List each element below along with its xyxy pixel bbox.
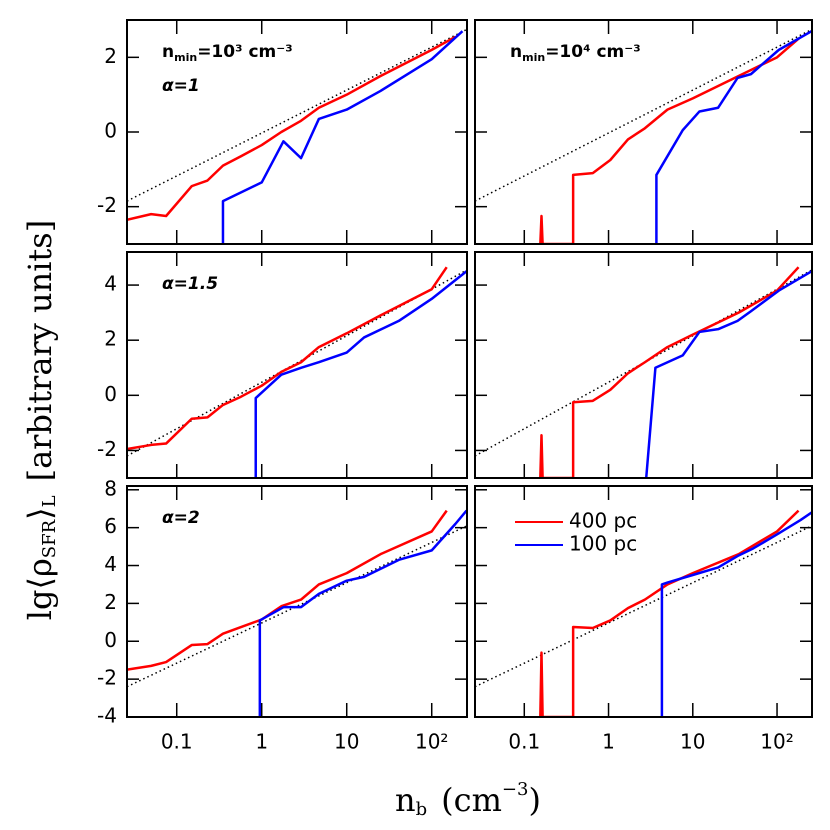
y-label-close: ⟩ (21, 507, 59, 519)
legend-label: 100 pc (569, 532, 637, 556)
x-tick-label: 0.1 (161, 730, 193, 754)
plot-area (127, 28, 467, 244)
y-tick-label: 0 (104, 382, 117, 406)
series-line (655, 30, 812, 244)
reference-line (475, 525, 812, 688)
series-line (221, 30, 464, 244)
series-line (644, 270, 812, 478)
x-tick-label: 10 (680, 730, 705, 754)
panel-note: nmin=10⁴ cm⁻³ (510, 42, 641, 64)
panel-label: α=2 (162, 508, 200, 528)
panel-frame (474, 251, 813, 479)
note-rest: =10³ cm⁻³ (197, 42, 292, 62)
y-tick-label: -4 (97, 704, 117, 728)
note-sub: min (522, 51, 545, 64)
x-tick-label: 10 (334, 730, 359, 754)
y-tick-label: -2 (97, 193, 117, 217)
y-tick-label: 6 (104, 514, 117, 538)
series-line (254, 270, 467, 478)
panel-label: α=1.5 (162, 274, 218, 294)
x-tick-label: 10² (415, 730, 448, 754)
x-tick-label: 1 (602, 730, 615, 754)
y-tick-label: -2 (97, 666, 117, 690)
reference-line (475, 28, 812, 202)
reference-line (127, 28, 467, 202)
panel-frame (126, 19, 468, 245)
panel-frame (474, 485, 813, 718)
plot-area (475, 28, 812, 244)
note-base: n (162, 42, 174, 62)
x-label-rest: (cm (441, 781, 502, 819)
x-tick-label: 1 (255, 730, 268, 754)
note-base: n (510, 42, 522, 62)
plot-area (127, 509, 467, 717)
y-axis-label: lg⟨ρSFR⟩L [arbitrary units] (21, 220, 61, 620)
x-label-sup: −3 (502, 779, 529, 800)
note-sub: min (174, 51, 197, 64)
x-tick-label: 0.1 (508, 730, 540, 754)
series-line (539, 37, 800, 244)
series-line (127, 266, 448, 451)
y-label-main: lg⟨ρ (21, 558, 59, 620)
y-tick-label: 0 (104, 119, 117, 143)
reference-line (475, 269, 812, 457)
legend-label: 400 pc (569, 509, 637, 533)
y-tick-label: 2 (104, 327, 117, 351)
y-tick-label: 4 (104, 272, 117, 296)
y-tick-label: 0 (104, 628, 117, 652)
y-tick-label: 2 (104, 44, 117, 68)
plot-area (475, 509, 812, 717)
y-tick-label: 2 (104, 590, 117, 614)
panel-frame (474, 19, 813, 245)
series-line (539, 509, 800, 717)
y-label-sub2: L (39, 495, 60, 507)
y-tick-label: 8 (104, 476, 117, 500)
x-tick-label: 10² (760, 730, 793, 754)
series-line (127, 35, 457, 221)
panel-label: α=1 (162, 76, 200, 96)
panel-note: nmin=10³ cm⁻³ (162, 42, 293, 64)
panel-frame (126, 251, 468, 479)
x-axis-label: nb (cm−3) (395, 779, 541, 820)
x-label-close: ) (528, 781, 540, 819)
y-label-sub: SFR (39, 519, 60, 558)
panel-frame (126, 485, 468, 718)
x-label-sub: b (416, 799, 428, 820)
series-line (660, 511, 812, 717)
plot-area (127, 266, 467, 478)
series-line (127, 509, 448, 671)
y-tick-label: 4 (104, 552, 117, 576)
y-label-rest: [arbitrary units] (21, 220, 59, 482)
series-line (258, 509, 467, 717)
series-line (539, 266, 800, 478)
plot-area (475, 266, 812, 478)
note-rest: =10⁴ cm⁻³ (545, 42, 640, 62)
x-label-base: n (395, 781, 416, 819)
y-tick-label: -2 (97, 437, 117, 461)
